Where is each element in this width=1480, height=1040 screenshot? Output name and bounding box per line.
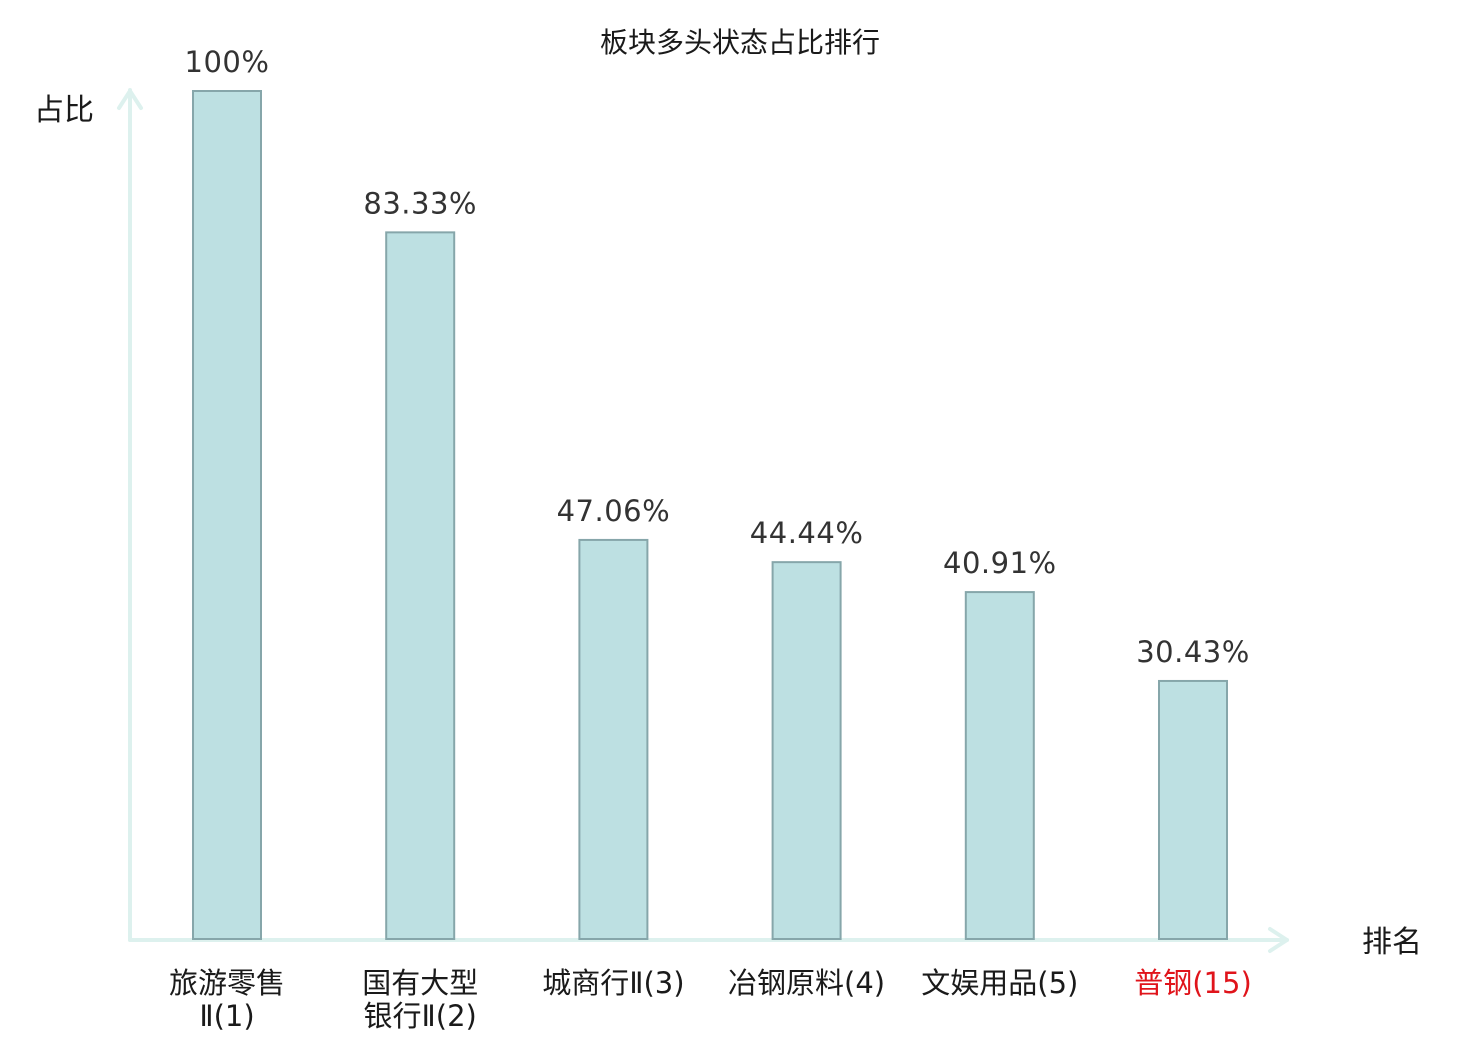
- bar: [771, 561, 842, 940]
- bar: [1158, 679, 1228, 940]
- bar: [192, 90, 262, 940]
- x-tick-label: 文娱用品(5): [921, 966, 1078, 1000]
- data-label: 44.44%: [750, 516, 864, 550]
- bar: [578, 538, 649, 940]
- bar: [385, 231, 456, 941]
- y-axis-arrow-icon: [117, 89, 143, 110]
- axes: [117, 88, 1289, 953]
- x-tick-label: 城商行Ⅱ(3): [542, 966, 684, 1000]
- x-tick-label: 冶钢原料(4): [728, 966, 885, 1000]
- bar: [964, 591, 1035, 940]
- x-tick-label: 银行Ⅱ(2): [364, 999, 477, 1033]
- data-label: 40.91%: [943, 546, 1057, 580]
- y-axis-label: 占比: [34, 93, 94, 128]
- x-axis-label: 排名: [1362, 925, 1422, 960]
- bar-series: [192, 90, 1228, 941]
- x-axis-arrow-icon: [1268, 927, 1289, 953]
- chart-title: 板块多头状态占比排行: [600, 26, 880, 59]
- data-label: 30.43%: [1136, 635, 1250, 669]
- x-tick-label: 普钢(15): [1134, 966, 1252, 1000]
- x-tick-label: 旅游零售: [169, 966, 285, 1000]
- value-labels: 100% 83.33% 47.06% 44.44% 40.91% 30.43%: [185, 45, 1250, 669]
- x-tick-label: 国有大型: [362, 966, 478, 1000]
- data-label: 100%: [185, 45, 270, 79]
- data-label: 47.06%: [557, 494, 671, 528]
- x-tick-label: Ⅱ(1): [199, 999, 254, 1033]
- data-label: 83.33%: [363, 186, 477, 220]
